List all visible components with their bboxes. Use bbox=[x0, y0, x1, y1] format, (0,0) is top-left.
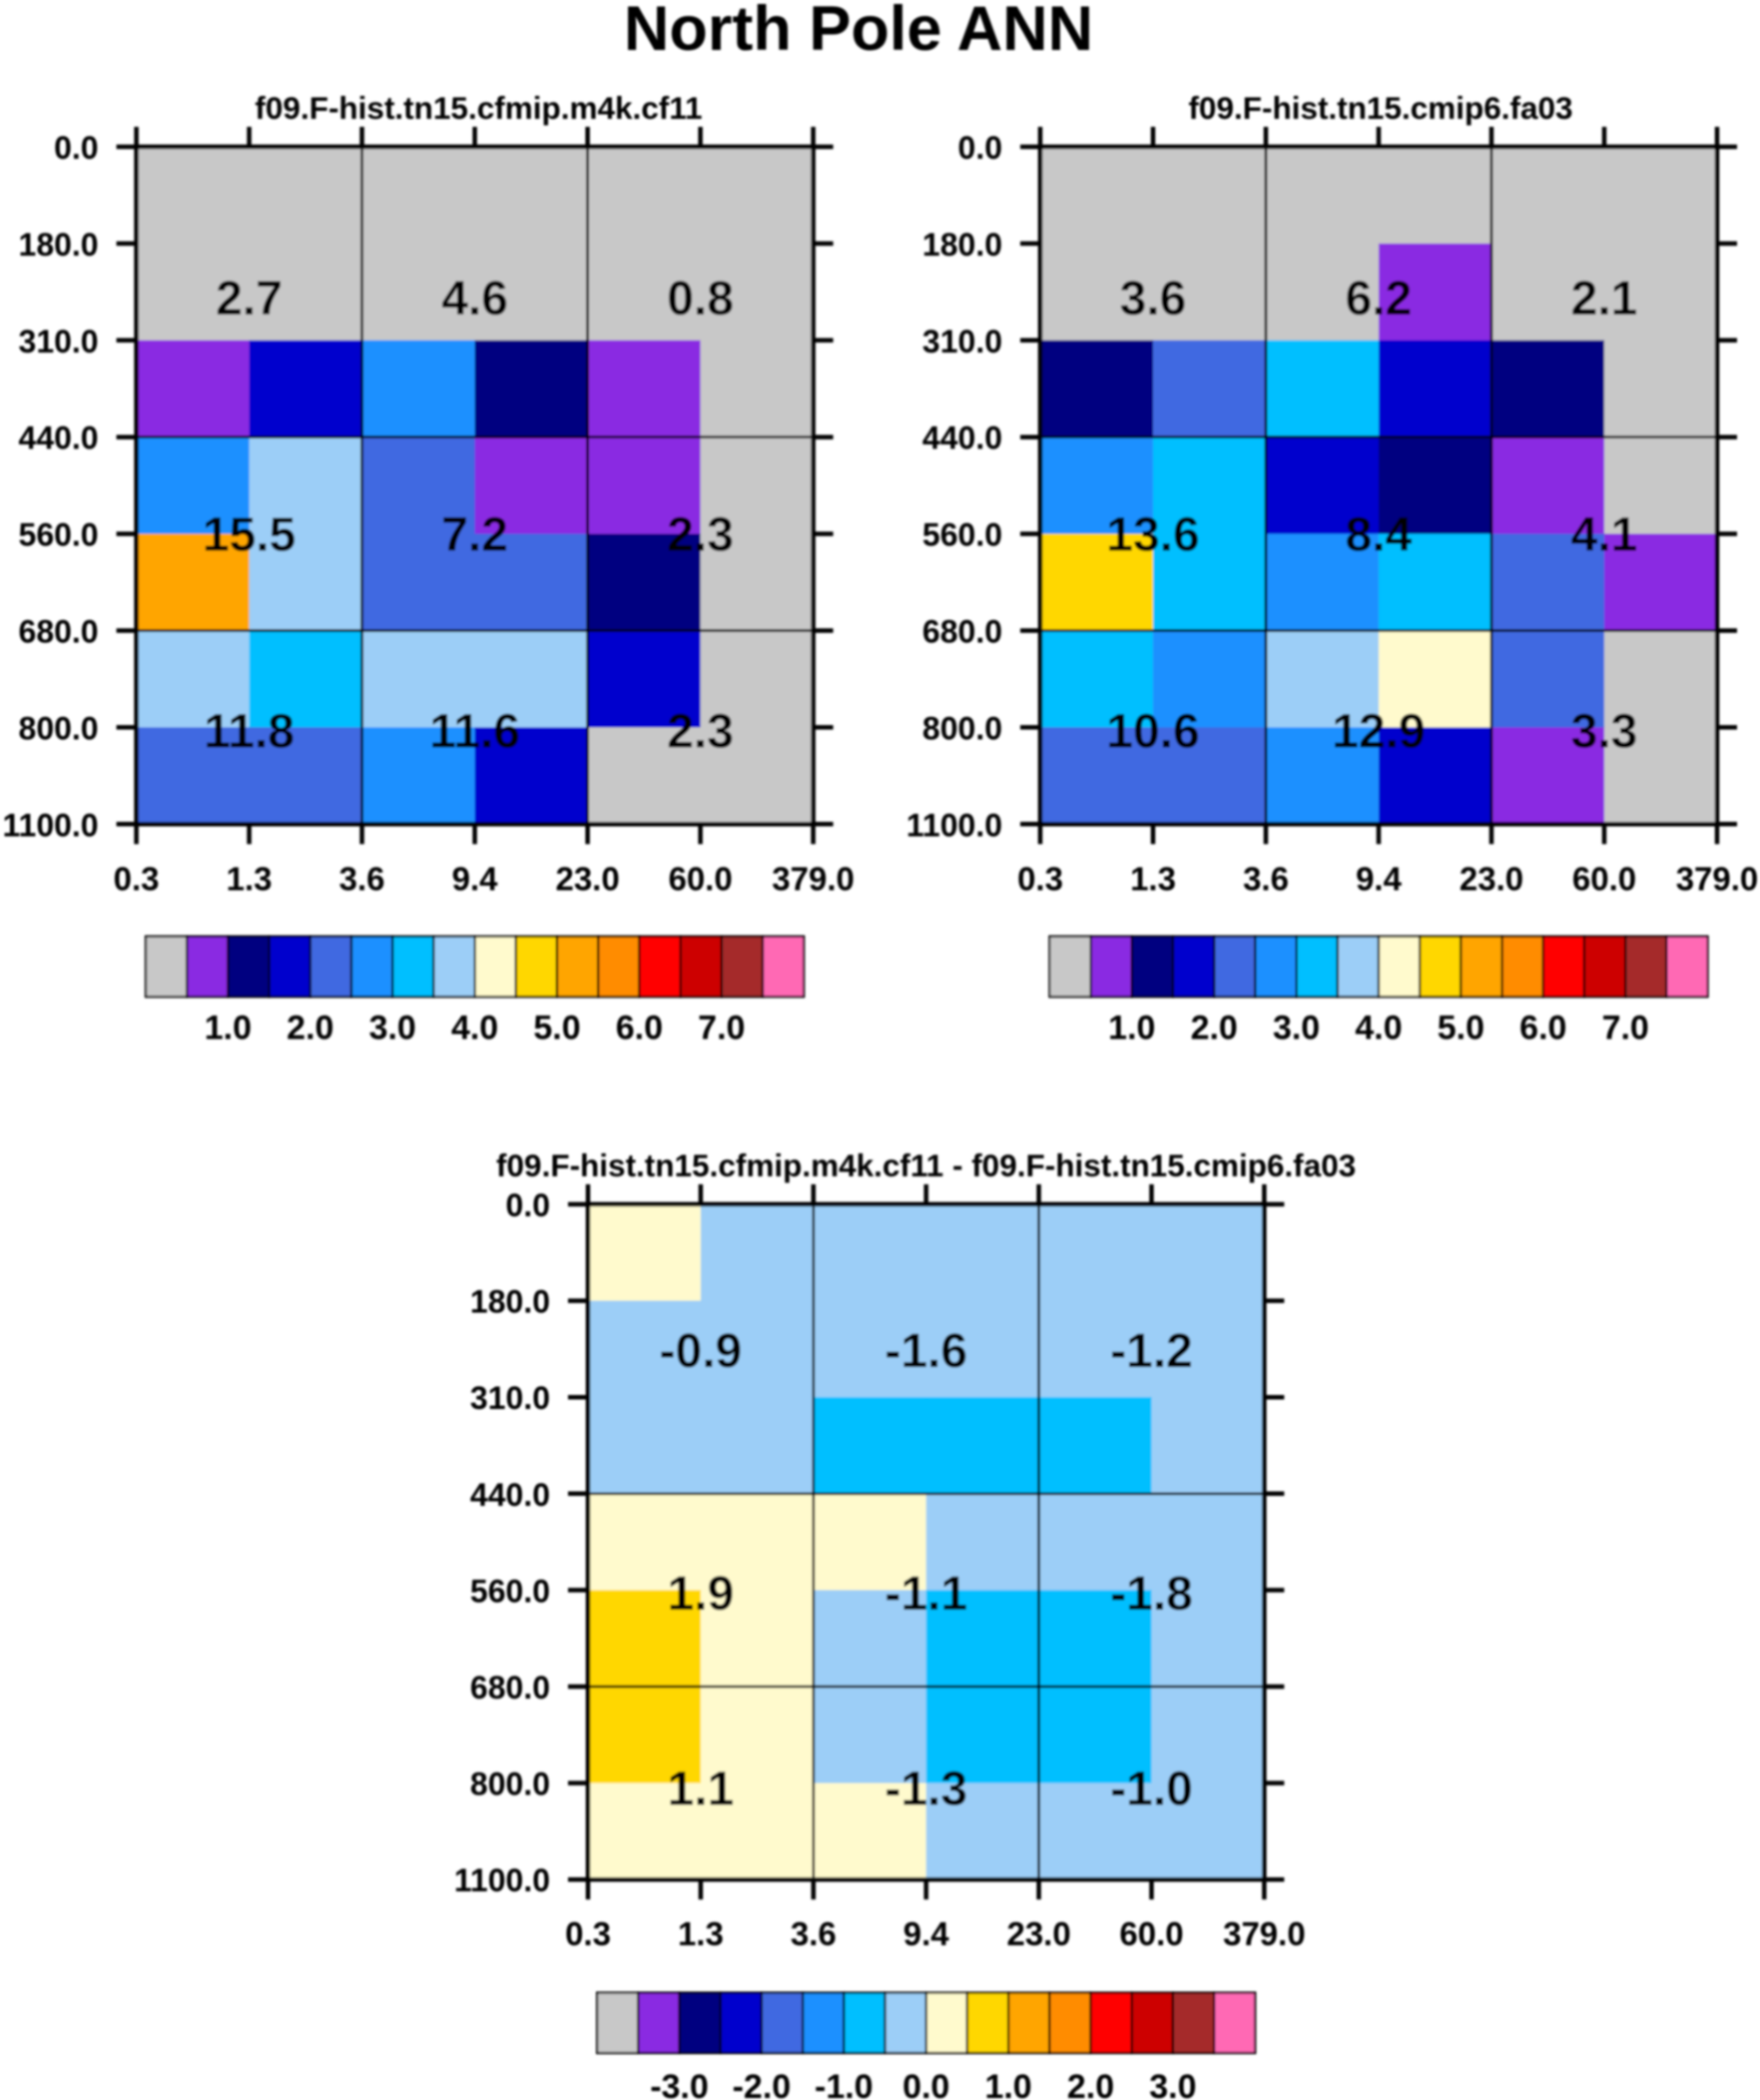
svg-text:5.0: 5.0 bbox=[1438, 1010, 1484, 1048]
svg-text:7.0: 7.0 bbox=[1602, 1010, 1649, 1048]
svg-text:-1.6: -1.6 bbox=[884, 1325, 967, 1378]
svg-text:180.0: 180.0 bbox=[922, 227, 1002, 263]
svg-text:4.1: 4.1 bbox=[1571, 509, 1638, 562]
svg-text:0.8: 0.8 bbox=[667, 273, 734, 326]
svg-text:f09.F-hist.tn15.cfmip.m4k.cf11: f09.F-hist.tn15.cfmip.m4k.cf11 - f09.F-h… bbox=[496, 1147, 1356, 1183]
svg-text:2.0: 2.0 bbox=[287, 1010, 333, 1048]
svg-text:2.0: 2.0 bbox=[1067, 2068, 1114, 2100]
svg-text:3.0: 3.0 bbox=[1149, 2068, 1196, 2100]
svg-text:3.6: 3.6 bbox=[1243, 860, 1289, 897]
svg-text:f09.F-hist.tn15.cfmip.m4k.cf11: f09.F-hist.tn15.cfmip.m4k.cf11 bbox=[255, 90, 702, 126]
svg-text:180.0: 180.0 bbox=[470, 1284, 550, 1320]
svg-text:1.3: 1.3 bbox=[227, 860, 273, 897]
svg-text:2.1: 2.1 bbox=[1571, 273, 1638, 326]
svg-text:800.0: 800.0 bbox=[470, 1766, 550, 1802]
svg-text:680.0: 680.0 bbox=[470, 1670, 550, 1706]
svg-text:5.0: 5.0 bbox=[533, 1010, 580, 1048]
svg-text:11.8: 11.8 bbox=[204, 706, 294, 759]
svg-text:60.0: 60.0 bbox=[1572, 860, 1636, 897]
svg-text:13.6: 13.6 bbox=[1106, 509, 1199, 562]
svg-text:3.6: 3.6 bbox=[339, 860, 385, 897]
svg-text:560.0: 560.0 bbox=[922, 517, 1002, 553]
svg-text:9.4: 9.4 bbox=[452, 860, 499, 897]
svg-text:-1.3: -1.3 bbox=[884, 1763, 967, 1816]
svg-text:1.3: 1.3 bbox=[1130, 860, 1176, 897]
svg-text:2.3: 2.3 bbox=[667, 509, 734, 562]
svg-text:f09.F-hist.tn15.cmip6.fa03: f09.F-hist.tn15.cmip6.fa03 bbox=[1188, 90, 1572, 126]
svg-text:3.6: 3.6 bbox=[791, 1915, 837, 1952]
svg-text:680.0: 680.0 bbox=[19, 614, 99, 650]
svg-text:11.6: 11.6 bbox=[429, 706, 520, 759]
svg-text:3.6: 3.6 bbox=[1120, 273, 1187, 326]
svg-text:2.0: 2.0 bbox=[1191, 1010, 1238, 1048]
svg-text:0.3: 0.3 bbox=[565, 1915, 611, 1952]
svg-text:2.7: 2.7 bbox=[216, 273, 283, 326]
svg-text:-1.2: -1.2 bbox=[1110, 1325, 1193, 1378]
svg-text:1.0: 1.0 bbox=[205, 1010, 252, 1048]
svg-text:12.9: 12.9 bbox=[1332, 706, 1425, 759]
svg-text:4.0: 4.0 bbox=[1355, 1010, 1402, 1048]
svg-text:0.0: 0.0 bbox=[902, 2068, 949, 2100]
svg-text:-1.0: -1.0 bbox=[815, 2068, 874, 2100]
svg-text:0.3: 0.3 bbox=[1017, 860, 1063, 897]
svg-text:3.0: 3.0 bbox=[1273, 1010, 1320, 1048]
svg-text:440.0: 440.0 bbox=[19, 420, 99, 456]
svg-text:7.2: 7.2 bbox=[441, 509, 508, 562]
svg-text:379.0: 379.0 bbox=[1223, 1915, 1306, 1952]
svg-text:-2.0: -2.0 bbox=[733, 2068, 792, 2100]
svg-text:4.0: 4.0 bbox=[451, 1010, 498, 1048]
svg-text:2.3: 2.3 bbox=[667, 706, 734, 759]
svg-text:23.0: 23.0 bbox=[1460, 860, 1523, 897]
svg-text:379.0: 379.0 bbox=[772, 860, 855, 897]
svg-text:379.0: 379.0 bbox=[1676, 860, 1759, 897]
svg-text:1.0: 1.0 bbox=[1108, 1010, 1155, 1048]
svg-text:15.5: 15.5 bbox=[203, 509, 295, 562]
svg-text:310.0: 310.0 bbox=[19, 324, 99, 359]
svg-text:6.0: 6.0 bbox=[616, 1010, 663, 1048]
svg-text:-1.8: -1.8 bbox=[1110, 1568, 1193, 1621]
svg-text:1100.0: 1100.0 bbox=[454, 1862, 550, 1898]
svg-text:0.0: 0.0 bbox=[958, 130, 1002, 166]
svg-text:800.0: 800.0 bbox=[922, 710, 1002, 746]
svg-text:800.0: 800.0 bbox=[19, 710, 99, 746]
svg-text:10.6: 10.6 bbox=[1106, 706, 1199, 759]
svg-text:9.4: 9.4 bbox=[903, 1915, 950, 1952]
svg-text:23.0: 23.0 bbox=[1006, 1915, 1070, 1952]
svg-text:7.0: 7.0 bbox=[698, 1010, 745, 1048]
svg-text:310.0: 310.0 bbox=[922, 324, 1002, 359]
svg-text:-1.1: -1.1 bbox=[884, 1568, 967, 1621]
svg-text:440.0: 440.0 bbox=[922, 420, 1002, 456]
svg-text:8.4: 8.4 bbox=[1346, 509, 1413, 562]
svg-text:1.3: 1.3 bbox=[678, 1915, 724, 1952]
svg-text:0.0: 0.0 bbox=[54, 130, 98, 166]
svg-text:6.0: 6.0 bbox=[1519, 1010, 1566, 1048]
svg-text:-1.0: -1.0 bbox=[1110, 1763, 1193, 1816]
svg-text:1.1: 1.1 bbox=[668, 1763, 735, 1816]
svg-text:-3.0: -3.0 bbox=[650, 2068, 709, 2100]
svg-text:680.0: 680.0 bbox=[922, 614, 1002, 650]
svg-text:23.0: 23.0 bbox=[555, 860, 619, 897]
svg-text:60.0: 60.0 bbox=[1119, 1915, 1183, 1952]
svg-text:310.0: 310.0 bbox=[470, 1380, 550, 1416]
svg-text:North Pole ANN: North Pole ANN bbox=[624, 0, 1093, 64]
svg-text:0.3: 0.3 bbox=[114, 860, 160, 897]
svg-text:3.3: 3.3 bbox=[1571, 706, 1638, 759]
svg-text:0.0: 0.0 bbox=[506, 1187, 550, 1223]
svg-text:1100.0: 1100.0 bbox=[906, 807, 1002, 843]
svg-text:1.0: 1.0 bbox=[984, 2068, 1031, 2100]
svg-text:1100.0: 1100.0 bbox=[2, 807, 98, 843]
svg-text:9.4: 9.4 bbox=[1356, 860, 1403, 897]
svg-text:560.0: 560.0 bbox=[19, 517, 99, 553]
svg-text:180.0: 180.0 bbox=[19, 227, 99, 263]
svg-text:-0.9: -0.9 bbox=[660, 1325, 743, 1378]
svg-text:6.2: 6.2 bbox=[1346, 273, 1413, 326]
svg-text:560.0: 560.0 bbox=[470, 1573, 550, 1609]
svg-text:3.0: 3.0 bbox=[369, 1010, 416, 1048]
svg-text:440.0: 440.0 bbox=[470, 1477, 550, 1513]
svg-text:1.9: 1.9 bbox=[668, 1568, 735, 1621]
svg-text:4.6: 4.6 bbox=[441, 273, 508, 326]
svg-text:60.0: 60.0 bbox=[668, 860, 732, 897]
